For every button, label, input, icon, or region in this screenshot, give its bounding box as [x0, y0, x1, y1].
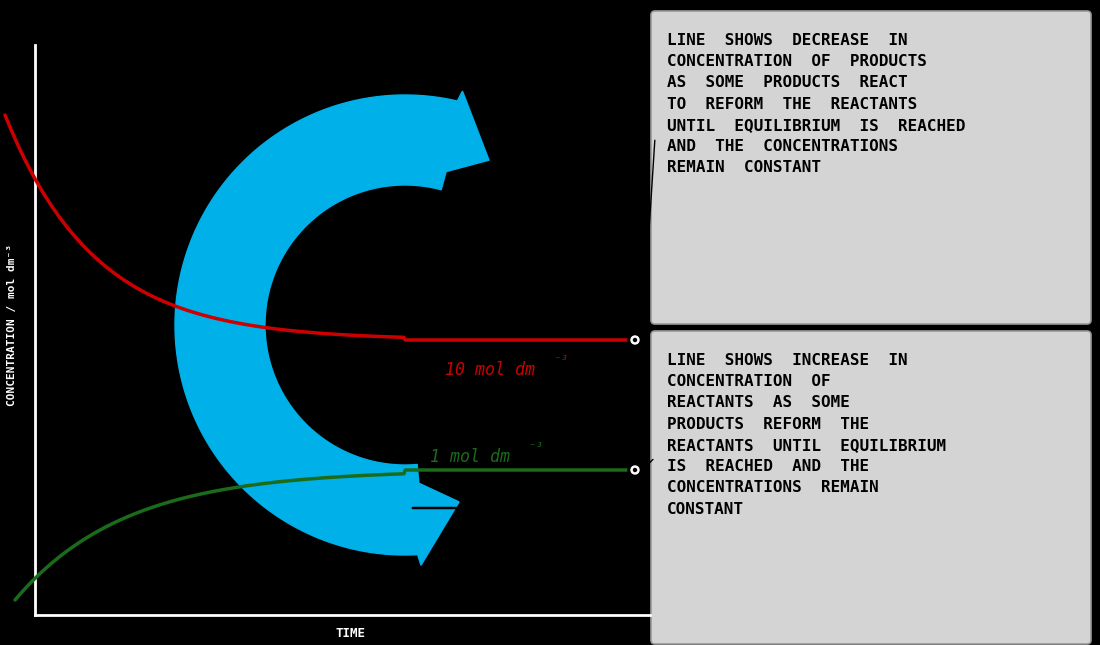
Text: LINE  SHOWS  INCREASE  IN
CONCENTRATION  OF
REACTANTS  AS  SOME
PRODUCTS  REFORM: LINE SHOWS INCREASE IN CONCENTRATION OF … — [667, 353, 946, 517]
Text: ⁻³: ⁻³ — [528, 441, 543, 454]
Circle shape — [628, 463, 642, 477]
Polygon shape — [418, 91, 490, 179]
Text: CONCENTRATION / mol dm⁻³: CONCENTRATION / mol dm⁻³ — [7, 244, 16, 406]
FancyBboxPatch shape — [651, 331, 1091, 644]
Circle shape — [634, 339, 637, 341]
Circle shape — [631, 466, 639, 474]
FancyBboxPatch shape — [651, 11, 1091, 324]
Text: EQUILIBRIUM: EQUILIBRIUM — [368, 267, 451, 280]
Circle shape — [631, 336, 639, 344]
Polygon shape — [392, 471, 459, 565]
Text: 10 mol dm: 10 mol dm — [446, 361, 535, 379]
Text: LINE  SHOWS  DECREASE  IN
CONCENTRATION  OF  PRODUCTS
AS  SOME  PRODUCTS  REACT
: LINE SHOWS DECREASE IN CONCENTRATION OF … — [667, 33, 966, 175]
Text: TIME: TIME — [336, 627, 365, 640]
Text: ⁻³: ⁻³ — [553, 354, 568, 367]
Text: 1 mol dm: 1 mol dm — [430, 448, 510, 466]
Polygon shape — [175, 95, 464, 555]
Circle shape — [634, 468, 637, 471]
Circle shape — [628, 333, 642, 347]
